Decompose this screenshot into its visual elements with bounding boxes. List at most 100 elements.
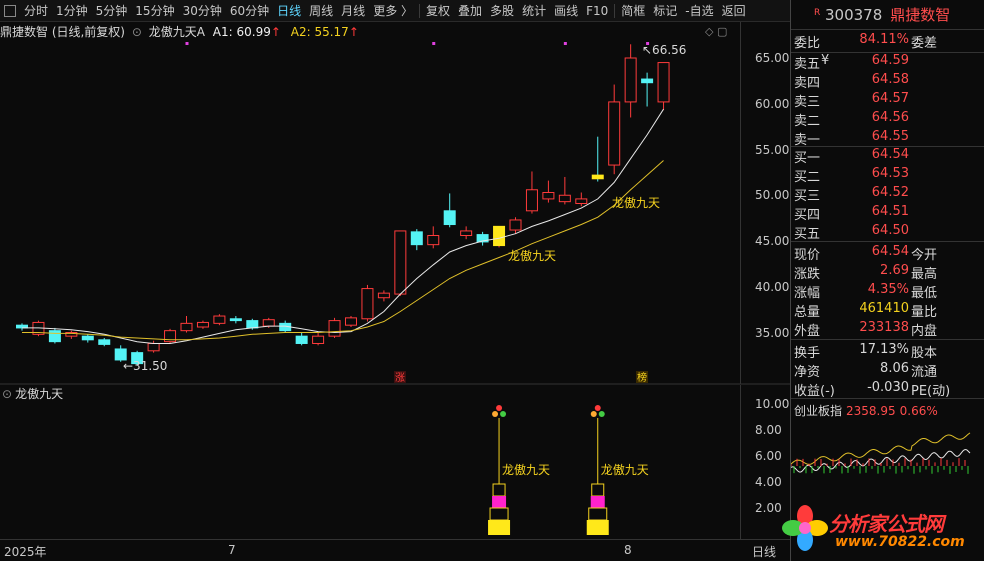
candle-body	[575, 198, 588, 204]
signal-box	[489, 507, 509, 521]
ask-row: 卖五 64.59 ¥	[791, 53, 984, 72]
index-title[interactable]: 创业板指 2358.95 0.66%	[794, 402, 938, 419]
toolbar-items: 分时 1分钟 5分钟 15分钟 30分钟 60分钟 日线 周线 月线 更多 〉复权 叠加 多股 统计 画线…	[20, 0, 750, 22]
row-value: 461410	[859, 301, 909, 316]
candle-body	[624, 57, 637, 103]
watermark-url: www.70822.com	[835, 534, 965, 550]
signal-box	[591, 483, 605, 497]
limit-up-tag: 涨	[395, 372, 405, 384]
chart-window-buttons[interactable]: ◇ ▢	[705, 25, 728, 38]
row-label: 涨跌	[794, 267, 821, 282]
price-axis: 65.00 60.00 55.00 50.00 45.00 40.00 35.00	[740, 22, 790, 384]
toolbar-separator	[614, 3, 616, 18]
toolbar-item[interactable]: 返回	[721, 3, 746, 18]
price-tick: 60.00	[755, 96, 790, 111]
toolbar-item[interactable]: 更多 〉	[373, 3, 414, 18]
indicator-tick: 10.00	[755, 397, 790, 411]
toolbar-item[interactable]: 月线	[341, 3, 366, 18]
bid-row: 买三 64.52	[791, 185, 984, 204]
candle-body	[591, 174, 604, 180]
candle-body	[295, 335, 308, 344]
toolbar-item[interactable]: 叠加	[458, 3, 483, 18]
candle-body	[460, 230, 473, 237]
quote-panel: R 300378 鼎捷数智 委比 84.11% 委差 卖五 64.59 ¥ 卖四 64.…	[790, 0, 984, 561]
date-axis: 2025年 7 8 日线	[0, 539, 790, 561]
indicator-panel-name: 龙傲九天	[15, 387, 64, 401]
toolbar-item[interactable]: -自选	[685, 3, 714, 18]
row-label: 总量	[794, 305, 821, 320]
a1-label: A1:	[212, 25, 233, 39]
toolbar-item[interactable]: 1分钟	[56, 3, 88, 18]
quote-header: R 300378 鼎捷数智	[791, 0, 984, 30]
candle-body	[345, 317, 357, 326]
toolbar-separator	[419, 3, 421, 18]
toolbar-item[interactable]: 30分钟	[182, 3, 222, 18]
row-label: 换手	[794, 346, 821, 361]
row-label: 收益(-)	[794, 384, 835, 399]
toolbar-item[interactable]: 复权	[426, 3, 451, 18]
currency-icon: ¥	[821, 53, 830, 68]
row-label: 卖一	[794, 133, 821, 148]
toolbar-item[interactable]: 日线	[277, 3, 302, 18]
row-label-2: PE(动)	[911, 384, 951, 399]
indicator-name[interactable]: 龙傲九天A	[148, 25, 205, 39]
period-label[interactable]: 日线	[752, 545, 777, 559]
bid-row: 买五 64.50	[791, 223, 984, 242]
row-label: 买二	[794, 170, 821, 185]
candle-body	[443, 210, 456, 226]
candle-body	[493, 225, 506, 247]
r-tag: R	[814, 8, 821, 18]
row-value: 4.35%	[867, 282, 909, 297]
signal-box-magenta	[492, 496, 507, 508]
price-tick: 40.00	[755, 279, 790, 294]
bid-row: 买一 64.54	[791, 147, 984, 166]
toolbar-item[interactable]: 周线	[309, 3, 334, 18]
row-value: 64.56	[871, 110, 909, 125]
ma-yellow-line	[22, 160, 664, 341]
toolbar-item[interactable]: 画线	[554, 3, 579, 18]
candle-body	[164, 330, 177, 343]
candle-body	[394, 230, 407, 295]
date-start: 2025年	[4, 545, 47, 559]
low-price-label: ←31.50	[123, 359, 167, 373]
menu-icon[interactable]	[4, 4, 16, 17]
toolbar-item[interactable]: 60分钟	[229, 3, 270, 18]
a2-label: A2:	[290, 25, 311, 39]
toolbar-item[interactable]: F10	[586, 3, 609, 18]
candle-body	[196, 321, 209, 328]
toolbar-item[interactable]: 简框	[621, 3, 646, 18]
weibi-row: 委比 84.11% 委差	[791, 32, 984, 51]
indicator-panel-icon[interactable]: ⊙	[2, 387, 13, 401]
row-label: 买四	[794, 208, 821, 223]
stat-row: 涨跌 2.69 最高	[791, 263, 984, 282]
signal-box-yellow	[586, 520, 609, 535]
signal-dot	[563, 42, 567, 45]
candle-body	[641, 78, 654, 84]
toolbar-item[interactable]: 多股	[490, 3, 515, 18]
candle-body	[114, 348, 127, 361]
stat-row: 外盘 233138 内盘	[791, 320, 984, 339]
row-value: 64.52	[871, 185, 909, 200]
row-value: 64.53	[871, 166, 909, 181]
rank-tag: 榜	[637, 371, 647, 384]
candle-body	[48, 330, 61, 343]
bid-row: 买四 64.51	[791, 204, 984, 223]
stat-row: 换手 17.13% 股本	[791, 342, 984, 361]
toolbar-item[interactable]: 标记	[653, 3, 678, 18]
weibi-value: 84.11%	[859, 32, 909, 47]
toolbar-item[interactable]: 15分钟	[135, 3, 175, 18]
signal-text: 龙傲九天	[601, 462, 649, 477]
signal-text: 龙傲九天	[502, 462, 550, 477]
a2-up-arrow: ↑	[348, 25, 359, 39]
chart-header: 鼎捷数智 (日线,前复权) ⊙ 龙傲九天A A1: 60.99↑ A2: 55.…	[0, 23, 359, 41]
a2-value: 55.17	[314, 25, 349, 39]
toolbar-item[interactable]: 统计	[522, 3, 547, 18]
price-tick: 45.00	[755, 234, 790, 248]
candle-body	[98, 339, 111, 345]
indicator-tick: 8.00	[755, 423, 782, 437]
toolbar-item[interactable]: 5分钟	[95, 3, 128, 18]
candle-body	[81, 335, 94, 341]
indicator-dropdown-icon[interactable]: ⊙	[131, 25, 142, 39]
toolbar-item[interactable]: 分时	[24, 3, 49, 18]
